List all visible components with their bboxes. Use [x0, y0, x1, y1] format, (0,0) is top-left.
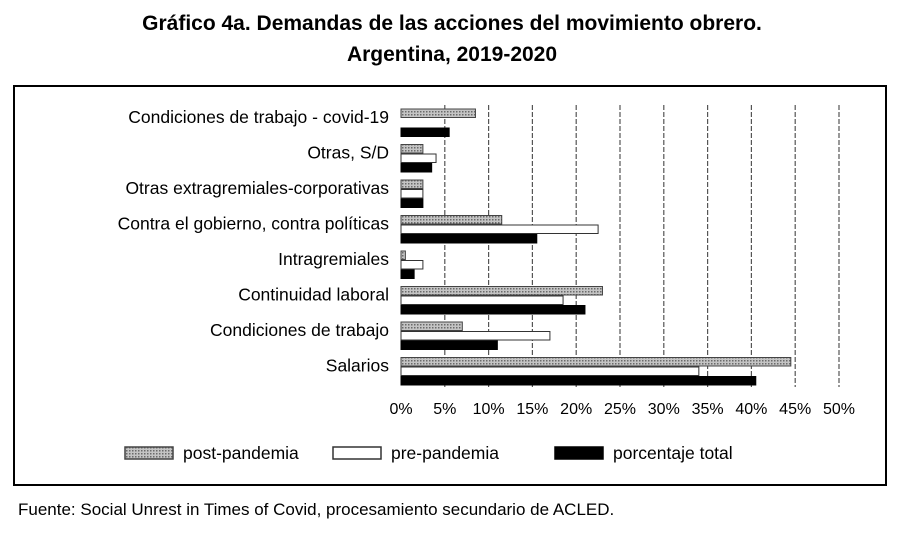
bar-post-pandemia — [400, 215, 503, 225]
bar-post-pandemia — [400, 357, 792, 367]
x-tick-label: 50% — [823, 401, 855, 418]
bar-post-pandemia — [400, 179, 424, 189]
chart-title-line2: Argentina, 2019-2020 — [346, 43, 558, 66]
category-label: Condiciones de trabajo — [210, 320, 389, 340]
bar-porcentaje-total — [400, 340, 498, 350]
legend-label: pre-pandemia — [391, 443, 499, 463]
legend-swatch — [554, 446, 604, 460]
x-tick-label: 30% — [648, 401, 680, 418]
chart-title-line1: Gráfico 4a. Demandas de las acciones del… — [142, 12, 762, 35]
bar-post-pandemia — [400, 108, 476, 118]
bar-post-pandemia — [400, 144, 424, 154]
category-label: Contra el gobierno, contra políticas — [118, 214, 390, 234]
bar-post-pandemia — [400, 286, 603, 296]
legend-label: post-pandemia — [183, 443, 299, 463]
bar-porcentaje-total — [400, 234, 538, 244]
x-tick-label: 5% — [433, 401, 456, 418]
category-label: Continuidad laboral — [238, 285, 389, 305]
x-tick-label: 20% — [560, 401, 592, 418]
x-tick-label: 40% — [735, 401, 767, 418]
category-label: Condiciones de trabajo - covid-19 — [128, 107, 389, 127]
legend-swatch — [332, 446, 382, 460]
category-label: Otras, S/D — [307, 143, 389, 163]
bar-porcentaje-total — [400, 163, 433, 173]
category-label: Intragremiales — [278, 249, 389, 269]
bar-pre-pandemia — [400, 260, 424, 270]
x-tick-label: 10% — [473, 401, 505, 418]
x-tick-label: 25% — [604, 401, 636, 418]
x-tick-label: 35% — [692, 401, 724, 418]
x-tick-label: 45% — [779, 401, 811, 418]
bar-porcentaje-total — [400, 198, 424, 208]
bar-porcentaje-total — [400, 376, 757, 386]
bar-pre-pandemia — [400, 295, 564, 305]
bar-pre-pandemia — [400, 331, 551, 341]
bar-pre-pandemia — [400, 189, 424, 199]
category-label: Otras extragremiales-corporativas — [125, 178, 389, 198]
legend-label: porcentaje total — [613, 443, 733, 463]
bar-post-pandemia — [400, 250, 406, 260]
bar-pre-pandemia — [400, 224, 599, 234]
legend-swatch — [124, 446, 174, 460]
bar-pre-pandemia — [400, 153, 437, 163]
bar-chart: Condiciones de trabajo - covid-19 Otras, … — [118, 105, 855, 463]
x-tick-label: 0% — [389, 401, 412, 418]
bar-porcentaje-total — [400, 127, 450, 137]
bar-porcentaje-total — [400, 305, 586, 315]
bar-porcentaje-total — [400, 269, 415, 279]
bar-pre-pandemia — [400, 366, 700, 376]
bar-post-pandemia — [400, 321, 463, 331]
chart-frame: Condiciones de trabajo - covid-19 Otras, … — [13, 85, 887, 486]
category-label: Salarios — [326, 356, 389, 376]
x-tick-label: 15% — [516, 401, 548, 418]
source-note: Fuente: Social Unrest in Times of Covid,… — [18, 500, 615, 519]
